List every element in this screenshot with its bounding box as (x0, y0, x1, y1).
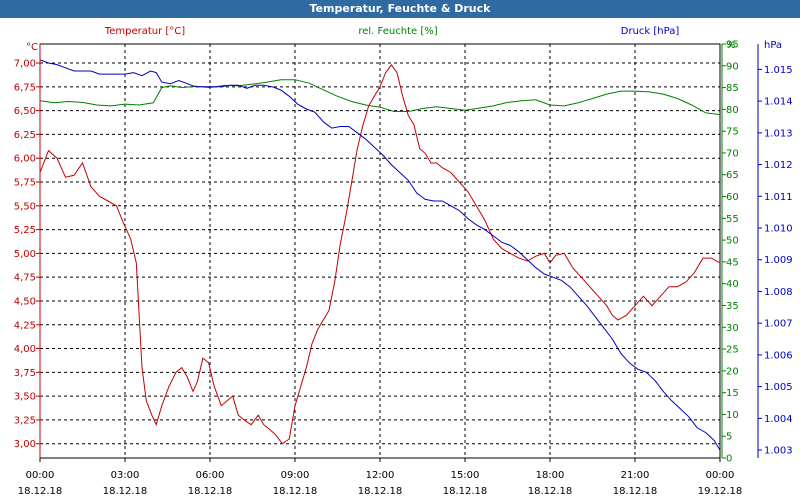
humidity-tick-label: 85 (726, 83, 739, 94)
grid (40, 44, 720, 458)
date-tick-label: 18.12.18 (528, 486, 573, 497)
humidity-tick-label: 20 (726, 366, 739, 377)
temperature-tick-label: 6,75 (14, 82, 36, 93)
date-tick-label: 18.12.18 (443, 486, 488, 497)
humidity-tick-label: 80 (726, 105, 739, 116)
legend-temperature: Temperatur [°C] (104, 26, 185, 37)
temperature-tick-label: 3,50 (14, 392, 36, 403)
humidity-unit-label: % (726, 40, 736, 51)
date-tick-label: 18.12.18 (188, 486, 233, 497)
temperature-tick-label: 5,25 (14, 225, 36, 236)
pressure-unit-label: hPa (764, 40, 782, 51)
temperature-tick-label: 3,75 (14, 368, 36, 379)
legend-pressure: Druck [hPa] (621, 26, 680, 37)
temperature-tick-label: 4,50 (14, 296, 36, 307)
humidity-tick-label: 0 (726, 454, 732, 465)
pressure-tick-label: 1.009 (764, 255, 793, 266)
pressure-tick-label: 1.013 (764, 128, 793, 139)
series-line-pressure (39, 59, 721, 451)
legend-humidity: rel. Feuchte [%] (358, 26, 437, 37)
humidity-tick-label: 40 (726, 279, 739, 290)
humidity-tick-label: 10 (726, 410, 739, 421)
humidity-tick-label: 30 (726, 323, 739, 334)
humidity-tick-label: 50 (726, 236, 739, 247)
time-tick-label: 18:00 (536, 470, 565, 481)
pressure-tick-label: 1.005 (764, 382, 793, 393)
time-tick-label: 21:00 (621, 470, 650, 481)
temperature-tick-label: 7,00 (14, 59, 36, 70)
temperature-tick-label: 4,75 (14, 273, 36, 284)
humidity-axis: 0 5 10 15 20 25 30 35 40 45 50 55 60 65 70 75 80 85 90 95% (721, 40, 739, 465)
pressure-tick-label: 1.003 (764, 446, 793, 457)
humidity-tick-label: 45 (726, 257, 739, 268)
pressure-tick-label: 1.006 (764, 350, 793, 361)
date-tick-label: 18.12.18 (273, 486, 318, 497)
date-tick-label: 18.12.18 (103, 486, 148, 497)
pressure-axis: 1.003 1.004 1.005 1.006 1.007 1.008 1.009 1.010… (757, 40, 793, 458)
pressure-tick-label: 1.015 (764, 65, 793, 76)
temperature-tick-label: 3,25 (14, 415, 36, 426)
time-tick-label: 15:00 (451, 470, 480, 481)
pressure-tick-label: 1.008 (764, 287, 793, 298)
temperature-tick-label: 4,25 (14, 320, 36, 331)
time-tick-label: 09:00 (281, 470, 310, 481)
humidity-tick-label: 25 (726, 345, 739, 356)
humidity-tick-label: 5 (726, 432, 732, 443)
humidity-tick-label: 65 (726, 170, 739, 181)
temperature-tick-label: 5,50 (14, 201, 36, 212)
pressure-tick-label: 1.010 (764, 224, 793, 235)
time-tick-label: 03:00 (111, 470, 140, 481)
time-tick-label: 00:00 (706, 470, 735, 481)
temperature-tick-label: 3,00 (14, 439, 36, 450)
chart: 3,00 3,25 3,50 3,75 4,00 4,25 4,50 4,75 5,00 5,25… (14, 26, 793, 497)
date-tick-label: 19.12.18 (698, 486, 743, 497)
humidity-tick-label: 55 (726, 214, 739, 225)
humidity-tick-label: 70 (726, 148, 739, 159)
time-tick-label: 00:00 (26, 470, 55, 481)
temperature-tick-label: 6,25 (14, 130, 36, 141)
temperature-tick-label: 5,00 (14, 249, 36, 260)
time-axis: 00:00 18.12.18 03:00 18.12.18 06:00 18.12.18 0… (18, 458, 743, 497)
date-tick-label: 18.12.18 (358, 486, 403, 497)
temperature-unit-label: °C (26, 42, 38, 53)
temperature-tick-label: 4,00 (14, 344, 36, 355)
pressure-tick-label: 1.004 (764, 414, 793, 425)
pressure-tick-label: 1.007 (764, 319, 793, 330)
temperature-axis: 3,00 3,25 3,50 3,75 4,00 4,25 4,50 4,75 5,00 5,25… (14, 42, 41, 458)
date-tick-label: 18.12.18 (18, 486, 63, 497)
humidity-tick-label: 35 (726, 301, 739, 312)
humidity-tick-label: 15 (726, 388, 739, 399)
temperature-tick-label: 5,75 (14, 178, 36, 189)
series-lines (39, 59, 721, 451)
pressure-tick-label: 1.011 (764, 192, 793, 203)
pressure-tick-label: 1.014 (764, 97, 793, 108)
humidity-tick-label: 95 (726, 40, 739, 51)
humidity-tick-label: 75 (726, 127, 739, 138)
date-tick-label: 18.12.18 (613, 486, 658, 497)
time-tick-label: 06:00 (196, 470, 225, 481)
series-line-temperature (39, 64, 721, 445)
time-tick-label: 12:00 (366, 470, 395, 481)
window-title: Temperatur, Feuchte & Druck (0, 0, 800, 18)
pressure-tick-label: 1.012 (764, 160, 793, 171)
legend: Temperatur [°C] rel. Feuchte [%] Druck [hP… (104, 26, 680, 37)
humidity-tick-label: 60 (726, 192, 739, 203)
series-line-humidity (39, 79, 721, 116)
temperature-tick-label: 6,50 (14, 106, 36, 117)
humidity-tick-label: 90 (726, 61, 739, 72)
temperature-tick-label: 6,00 (14, 154, 36, 165)
